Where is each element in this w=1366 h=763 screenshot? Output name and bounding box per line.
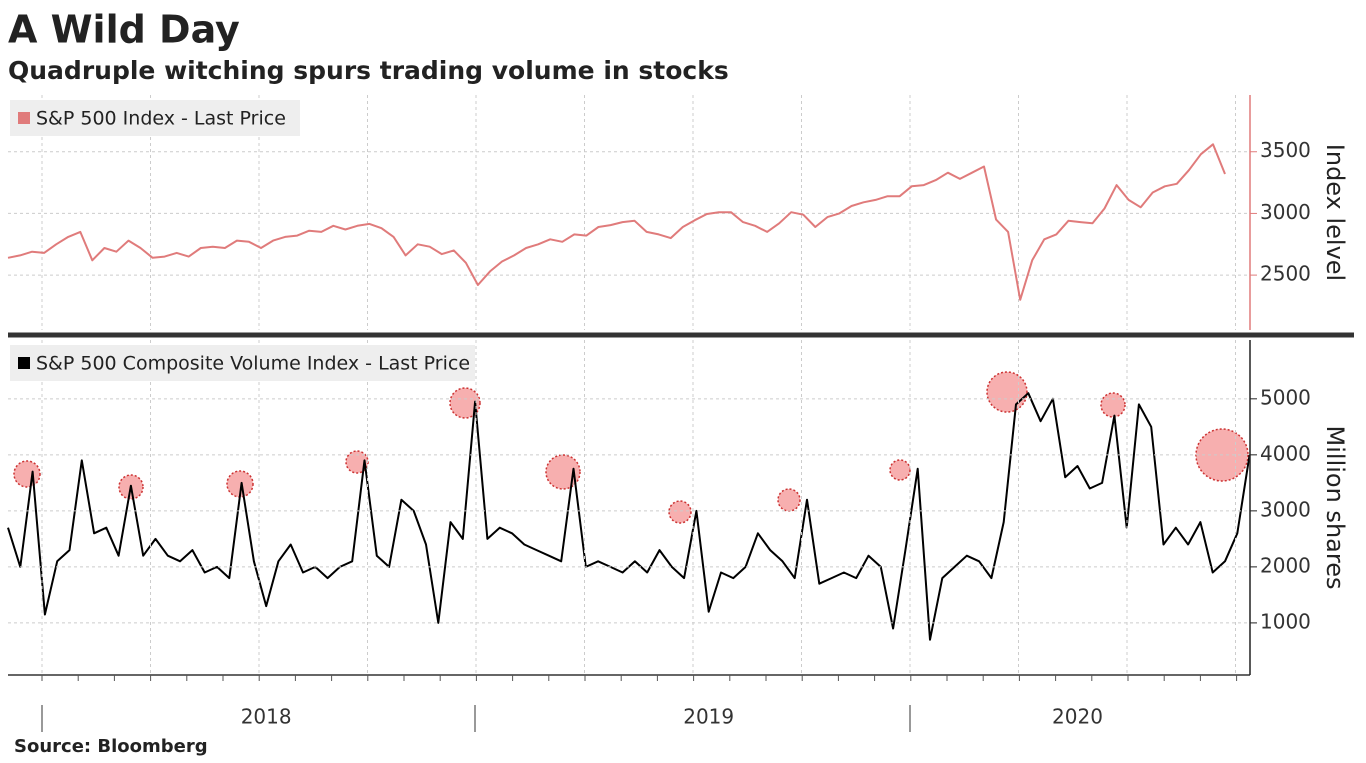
highlight bbox=[668, 500, 692, 524]
y-axis-title: Million shares bbox=[1321, 426, 1349, 590]
legend-swatch bbox=[18, 112, 30, 124]
y-axis-title: Index lelvel bbox=[1321, 144, 1349, 281]
highlight bbox=[777, 488, 801, 512]
series-line bbox=[7, 143, 1226, 301]
y-tick-label: 2000 bbox=[1260, 553, 1311, 577]
highlight bbox=[986, 371, 1028, 413]
chart-subtitle: Quadruple witching spurs trading volume … bbox=[8, 56, 729, 85]
chart-title: A Wild Day bbox=[8, 8, 240, 52]
highlight bbox=[889, 459, 911, 481]
highlight bbox=[1100, 392, 1126, 418]
series-line bbox=[7, 392, 1251, 641]
x-tick-label: 2018 bbox=[241, 705, 292, 729]
legend-label: S&P 500 Composite Volume Index - Last Pr… bbox=[36, 353, 470, 375]
x-tick-label: 2019 bbox=[683, 705, 734, 729]
highlight bbox=[449, 387, 481, 419]
x-tick-label: 2020 bbox=[1052, 705, 1103, 729]
legend-label: S&P 500 Index - Last Price bbox=[36, 108, 286, 130]
witching-highlights bbox=[13, 371, 1249, 524]
highlight bbox=[13, 460, 41, 488]
y-tick-label: 3000 bbox=[1260, 497, 1311, 521]
legend-swatch bbox=[18, 357, 30, 369]
y-tick-label: 1000 bbox=[1260, 609, 1311, 633]
y-tick-label: 3500 bbox=[1260, 138, 1311, 162]
legend-box bbox=[10, 345, 475, 381]
y-tick-label: 4000 bbox=[1260, 441, 1311, 465]
y-tick-label: 5000 bbox=[1260, 385, 1311, 409]
y-tick-label: 3000 bbox=[1260, 200, 1311, 224]
source: Source: Bloomberg bbox=[14, 736, 208, 757]
legend-box bbox=[10, 100, 300, 136]
y-tick-label: 2500 bbox=[1260, 262, 1311, 286]
